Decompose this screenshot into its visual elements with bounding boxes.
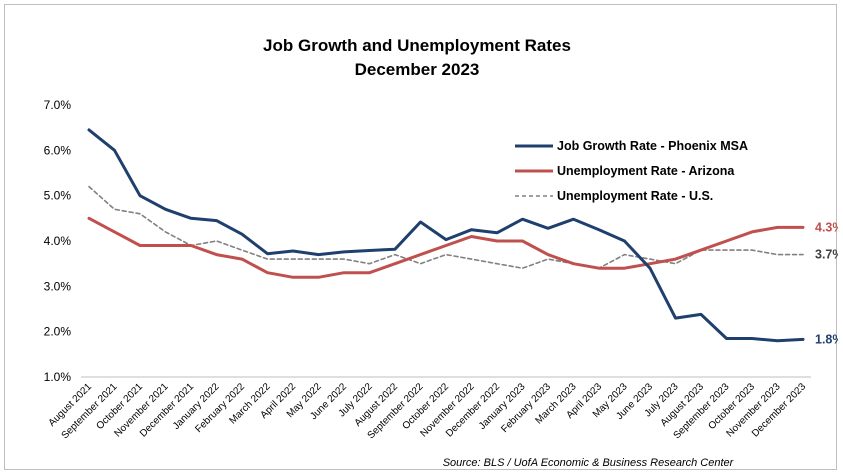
y-tick-label: 3.0% (44, 279, 72, 293)
legend-entry: Job Growth Rate - Phoenix MSA (557, 139, 748, 153)
y-tick-label: 6.0% (44, 143, 72, 157)
series-line-unemployment-rate-u-s (88, 185, 804, 270)
line-chart: Job Growth and Unemployment Rates Decemb… (44, 36, 843, 469)
y-axis: 1.0% 2.0% 3.0% 4.0% 5.0% 6.0% 7.0% (44, 98, 72, 384)
series-end-label: 1.8% (815, 332, 838, 346)
series-end-label: 3.7% (815, 248, 838, 262)
y-tick-label: 4.0% (44, 234, 72, 248)
y-tick-label: 5.0% (44, 189, 72, 203)
legend-entry: Unemployment Rate - U.S. (557, 189, 713, 203)
chart-subtitle: December 2023 (355, 60, 480, 79)
end-labels: 1.8% 4.3% 3.7% (815, 220, 843, 346)
series-line-job-growth-rate-phoenix-msa (87, 128, 805, 343)
series-layer (87, 128, 805, 343)
y-tick-label: 1.0% (44, 370, 72, 384)
source-note: Source: BLS / UofA Economic & Business R… (443, 457, 735, 469)
chart-frame: Job Growth and Unemployment Rates Decemb… (4, 4, 843, 470)
series-line-unemployment-rate-arizona (87, 216, 805, 279)
chart-title: Job Growth and Unemployment Rates (263, 36, 571, 55)
legend-entry: Unemployment Rate - Arizona (557, 164, 735, 178)
legend: Job Growth Rate - Phoenix MSA Unemploymen… (515, 139, 748, 203)
y-tick-label: 7.0% (44, 98, 72, 112)
y-tick-label: 2.0% (44, 325, 72, 339)
series-end-label: 4.3% (815, 220, 838, 234)
